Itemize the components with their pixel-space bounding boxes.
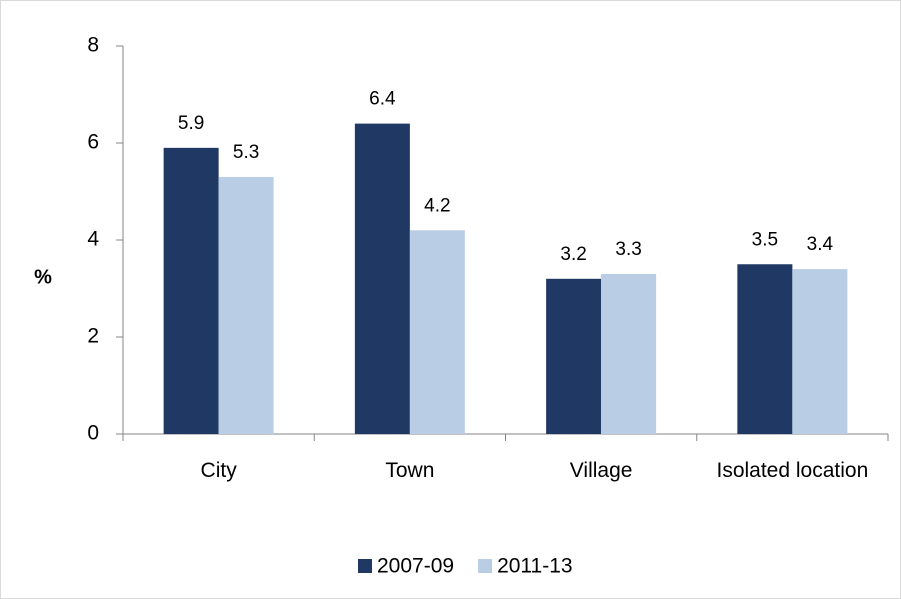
bar bbox=[546, 278, 602, 434]
data-label: 5.3 bbox=[233, 142, 259, 163]
y-tick-label: 2 bbox=[87, 325, 99, 348]
y-tick-label: 8 bbox=[87, 34, 99, 57]
bar bbox=[163, 147, 219, 434]
data-label: 3.3 bbox=[615, 239, 641, 260]
legend-label: 2011-13 bbox=[497, 555, 573, 578]
bar bbox=[354, 123, 410, 434]
legend-swatch bbox=[358, 559, 372, 573]
y-axis-label: % bbox=[34, 266, 52, 288]
x-tick-label: Village bbox=[569, 459, 633, 482]
y-tick-label: 4 bbox=[87, 228, 99, 251]
data-label: 6.4 bbox=[369, 89, 396, 110]
bar bbox=[409, 230, 465, 434]
y-tick-label: 6 bbox=[87, 131, 99, 154]
x-tick-label: Town bbox=[385, 459, 435, 482]
data-label: 3.2 bbox=[560, 244, 586, 265]
data-label: 5.9 bbox=[178, 113, 204, 134]
x-tick-label: Isolated location bbox=[716, 459, 869, 482]
x-tick-label: City bbox=[200, 459, 237, 482]
bar bbox=[792, 269, 848, 434]
bar bbox=[737, 264, 793, 434]
data-label: 3.4 bbox=[807, 234, 834, 255]
y-tick-label: 0 bbox=[87, 422, 99, 445]
data-label: 4.2 bbox=[424, 195, 450, 216]
data-label: 3.5 bbox=[752, 229, 778, 250]
bar bbox=[601, 273, 657, 434]
legend-label: 2007-09 bbox=[377, 555, 454, 578]
bar bbox=[218, 176, 274, 434]
legend-swatch bbox=[478, 559, 493, 573]
